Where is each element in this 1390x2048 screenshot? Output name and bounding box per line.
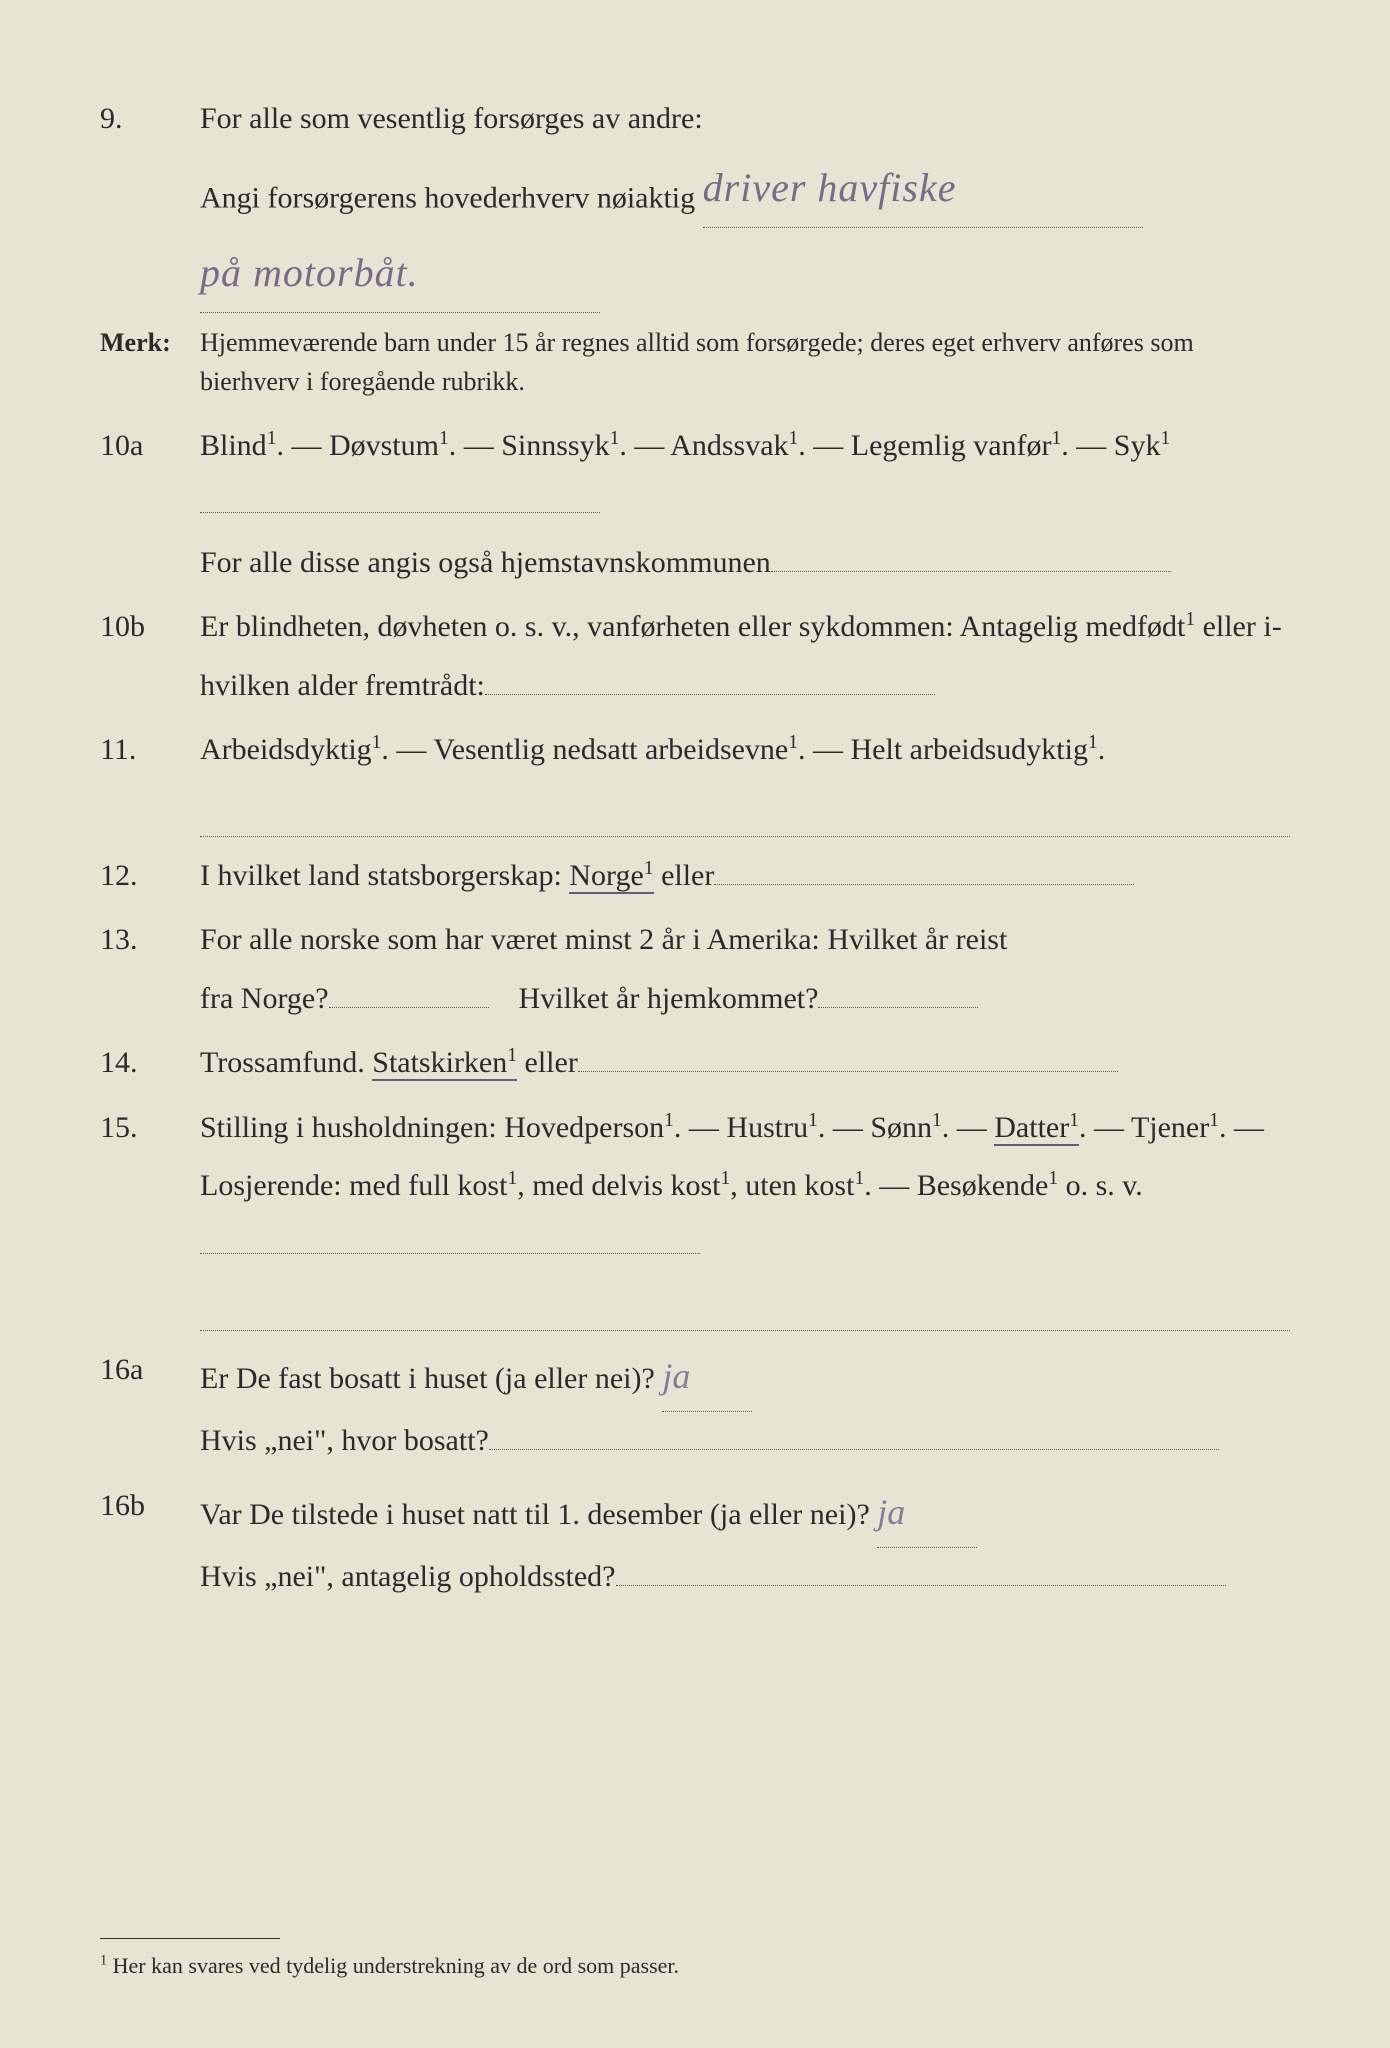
question-16a: 16a Er De fast bosatt i huset (ja eller … [100,1341,1290,1471]
q14-number: 14. [100,1034,200,1093]
q15-p10: o. s. v. [1058,1169,1143,1202]
q16b-q: Var De tilstede i huset natt til 1. dese… [200,1498,877,1531]
q13-line1: For alle norske som har været minst 2 år… [200,923,1007,956]
q15-content: Stilling i husholdningen: Hovedperson1. … [200,1099,1290,1275]
q12-underlined: Norge1 [569,859,653,894]
question-10b: 10b Er blindheten, døvheten o. s. v., va… [100,598,1290,715]
q12-number: 12. [100,847,200,906]
q10b-content: Er blindheten, døvheten o. s. v., vanfør… [200,598,1290,715]
q16b-number: 16b [100,1477,200,1607]
q15-p8: , uten kost [730,1169,854,1202]
question-15: 15. Stilling i husholdningen: Hovedperso… [100,1099,1290,1275]
q11-t4: . [1098,733,1106,766]
q16b-line2: Hvis „nei", antagelig opholdssted? [200,1560,616,1593]
q13-fill2 [818,1007,978,1008]
q15-blank-line [200,1280,1290,1331]
q12-fill [714,884,1134,885]
q15-prefix: Stilling i husholdningen: Hovedperson [200,1111,664,1144]
q14-suffix: eller [517,1046,578,1079]
q10a-t0: Blind [200,429,267,462]
q10a-t4: . — Legemlig vanfør [798,429,1051,462]
question-12: 12. I hvilket land statsborgerskap: Norg… [100,847,1290,906]
question-9: 9. For alle som vesentlig forsørges av a… [100,90,1290,228]
q16a-ans: ja [662,1356,690,1396]
q9-number: 9. [100,90,200,228]
q16a-q: Er De fast bosatt i huset (ja eller nei)… [200,1362,662,1395]
q9-handwritten2: på motorbåt. [200,234,600,313]
q12-content: I hvilket land statsborgerskap: Norge1 e… [200,847,1290,906]
q9-handwritten-line2-wrap: på motorbåt. [100,234,1290,313]
q11-number: 11. [100,721,200,780]
q11-t1: Arbeidsdyktig [200,733,372,766]
q10a-t3: . — Andssvak [619,429,788,462]
q10a-line2: For alle disse angis også hjemstavnskomm… [200,546,771,579]
q15-p5: . — Tjener [1079,1111,1209,1144]
q16a-line2: Hvis „nei", hvor bosatt? [200,1424,489,1457]
q12-prefix: I hvilket land statsborgerskap: [200,859,569,892]
q15-fill [200,1253,700,1254]
footnote: 1 Her kan svares ved tydelig understrekn… [100,1938,1290,1988]
q10a-number: 10a [100,417,200,593]
q15-number: 15. [100,1099,200,1275]
q10a-fill2 [771,571,1171,572]
q9-line2-prefix: Angi forsørgerens hovederhverv nøiaktig [200,181,695,214]
q15-underlined-text: Datter [994,1111,1069,1144]
q15-p4: . — [942,1111,995,1144]
q10a-fill [200,512,600,513]
q14-content: Trossamfund. Statskirken1 eller [200,1034,1290,1093]
footnote-rule [100,1938,280,1939]
q10b-fill [485,694,935,695]
q11-t2: . — Vesentlig nedsatt arbeidsevne [381,733,788,766]
merk-label: Merk: [100,323,200,401]
q15-p3: . — Sønn [818,1111,932,1144]
q16b-ans: ja [877,1492,905,1532]
q11-content: Arbeidsdyktig1. — Vesentlig nedsatt arbe… [200,721,1290,780]
q14-prefix: Trossamfund. [200,1046,372,1079]
q11-blank-line [200,786,1290,837]
q13-number: 13. [100,911,200,1028]
q14-underlined-text: Statskirken [372,1046,507,1079]
merk-note: Merk: Hjemmeværende barn under 15 år reg… [100,323,1290,401]
q10a-content: Blind1. — Døvstum1. — Sinnssyk1. — Andss… [200,417,1290,593]
q16b-ans-fill: ja [877,1477,977,1548]
question-14: 14. Trossamfund. Statskirken1 eller [100,1034,1290,1093]
document-page: 9. For alle som vesentlig forsørges av a… [0,0,1390,2048]
q16a-number: 16a [100,1341,200,1471]
question-10a: 10a Blind1. — Døvstum1. — Sinnssyk1. — A… [100,417,1290,593]
q16b-content: Var De tilstede i huset natt til 1. dese… [200,1477,1290,1607]
q10b-number: 10b [100,598,200,715]
q10b-t1: Er blindheten, døvheten o. s. v., vanfør… [200,610,1185,643]
q16a-fill2 [489,1449,1219,1450]
q12-suffix: eller [654,859,715,892]
q15-p7: , med delvis kost [517,1169,720,1202]
q9-fill-line: driver havfiske [703,149,1143,228]
question-11: 11. Arbeidsdyktig1. — Vesentlig nedsatt … [100,721,1290,780]
q10a-t5: . — Syk [1061,429,1160,462]
q14-underlined: Statskirken1 [372,1046,517,1081]
q14-fill [578,1071,1118,1072]
q15-underlined: Datter1 [994,1111,1079,1146]
q16a-ans-fill: ja [662,1341,752,1412]
q10a-t1: . — Døvstum [276,429,439,462]
q13-line2a: fra Norge? [200,982,329,1015]
q9-line1: For alle som vesentlig forsørges av andr… [200,102,703,135]
footnote-marker: 1 [100,1953,107,1969]
question-13: 13. For alle norske som har været minst … [100,911,1290,1028]
q10a-t2: . — Sinnssyk [449,429,610,462]
footnote-text: Her kan svares ved tydelig understreknin… [113,1953,679,1978]
q15-p2: . — Hustru [674,1111,808,1144]
q15-p9: . — Besøkende [864,1169,1048,1202]
q9-content: For alle som vesentlig forsørges av andr… [200,90,1290,228]
q12-underlined-text: Norge [569,859,643,892]
q9-handwritten1: driver havfiske [703,165,957,210]
q16b-fill2 [616,1585,1226,1586]
q13-line2b: Hvilket år hjemkommet? [519,982,819,1015]
question-16b: 16b Var De tilstede i huset natt til 1. … [100,1477,1290,1607]
merk-text: Hjemmeværende barn under 15 år regnes al… [200,323,1290,401]
q13-fill1 [329,1007,489,1008]
q13-content: For alle norske som har været minst 2 år… [200,911,1290,1028]
q16a-content: Er De fast bosatt i huset (ja eller nei)… [200,1341,1290,1471]
q11-t3: . — Helt arbeidsudyktig [798,733,1088,766]
